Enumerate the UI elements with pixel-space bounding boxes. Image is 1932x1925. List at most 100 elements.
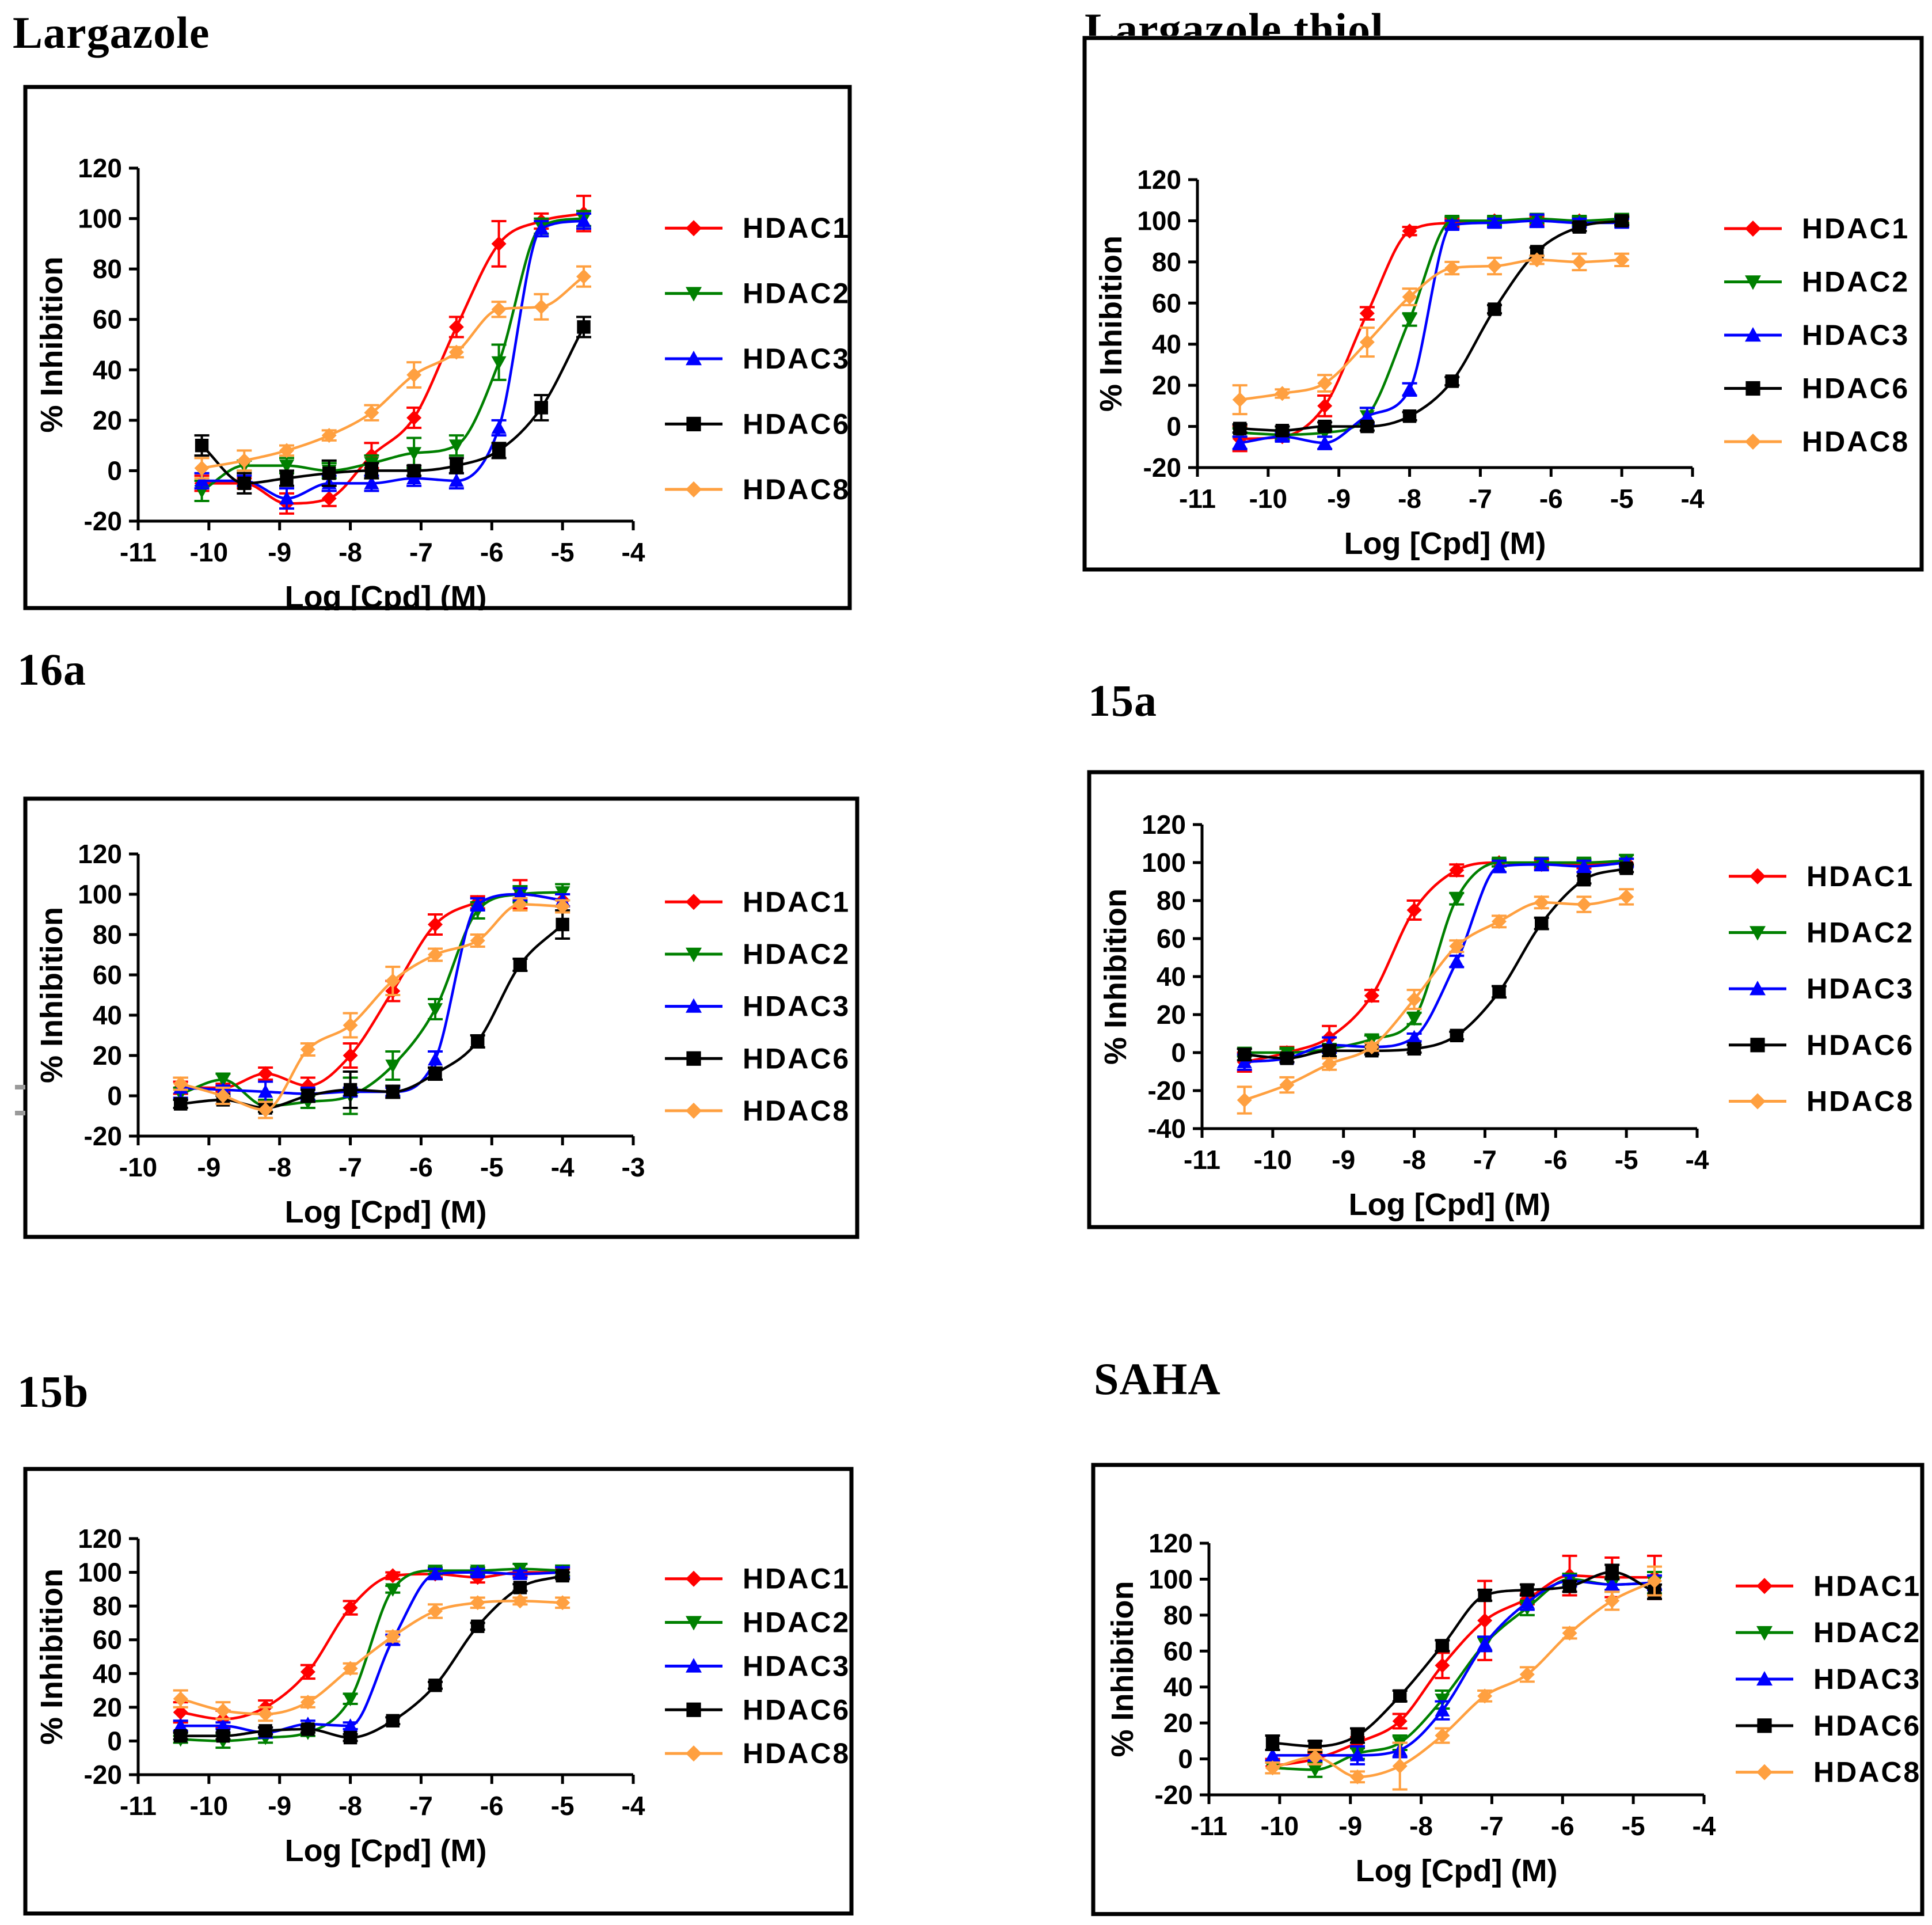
data-point-hdac8 <box>1576 897 1592 912</box>
y-tick-label: 120 <box>1148 1528 1193 1558</box>
x-axis-label: Log [Cpd] (M) <box>1356 1854 1558 1888</box>
series-hdac6 <box>1265 1563 1662 1753</box>
data-point-hdac2 <box>428 1003 443 1017</box>
x-tick-label: -9 <box>268 1791 291 1821</box>
data-point-hdac6 <box>534 401 548 415</box>
data-point-hdac8 <box>1275 386 1290 401</box>
legend-marker-hdac1 <box>686 1570 702 1587</box>
fit-curve <box>180 891 563 1107</box>
legend-marker-hdac8 <box>686 1745 702 1762</box>
y-tick-label: 120 <box>1142 810 1186 840</box>
data-point-hdac6 <box>513 958 527 972</box>
data-point-hdac6 <box>1265 1736 1280 1750</box>
axes: -11 -10 -9 -8 -7 -6 -5 -4 -20 0 20 40 60 80 100 120 Log … <box>1105 1528 1716 1888</box>
data-point-hdac3 <box>1402 382 1417 396</box>
fit-curve <box>1239 219 1622 445</box>
legend-label-hdac8: HDAC8 <box>743 1737 850 1770</box>
data-point-hdac8 <box>215 1703 231 1718</box>
data-point-hdac8 <box>1406 992 1422 1007</box>
legend-marker-hdac1 <box>686 220 702 237</box>
series-hdac3 <box>194 212 591 510</box>
data-point-hdac3 <box>470 897 485 910</box>
y-tick-label: 0 <box>1178 1744 1193 1774</box>
legend-marker-hdac6 <box>1757 1718 1772 1733</box>
panel-frame <box>1087 770 1925 1229</box>
legend-marker-hdac6 <box>686 416 701 432</box>
data-point-hdac3 <box>1576 859 1592 872</box>
legend-label-hdac8: HDAC8 <box>743 1095 850 1127</box>
fit-curve <box>201 326 585 485</box>
data-point-hdac8 <box>1317 375 1333 391</box>
legend-marker-hdac8 <box>1745 434 1761 450</box>
y-tick-label: 0 <box>1166 412 1181 442</box>
data-point-hdac8 <box>1265 1760 1280 1776</box>
data-point-hdac6 <box>1402 409 1417 423</box>
legend: HDAC1 HDAC2 HDAC3 HDAC6 HDAC8 <box>1724 212 1908 458</box>
data-point-hdac6 <box>577 320 591 334</box>
fit-curve <box>1272 1580 1655 1757</box>
fit-curve <box>180 903 563 1111</box>
fit-curve <box>180 1574 563 1739</box>
data-point-hdac1 <box>448 319 464 335</box>
data-point-hdac1 <box>1317 398 1333 413</box>
data-point-hdac8 <box>279 443 294 458</box>
x-tick-label: -10 <box>119 1152 157 1182</box>
panel-frame <box>23 85 852 610</box>
x-tick-label: -3 <box>622 1152 645 1182</box>
data-point-hdac3 <box>1435 1703 1450 1717</box>
legend-marker-hdac2 <box>1756 1626 1773 1641</box>
data-point-hdac8 <box>1359 335 1375 350</box>
data-point-hdac8 <box>534 299 549 314</box>
data-point-hdac8 <box>1307 1749 1323 1765</box>
data-point-hdac3 <box>1519 1595 1535 1609</box>
data-point-hdac8 <box>1604 1593 1620 1608</box>
data-point-hdac8 <box>300 1042 315 1057</box>
data-point-hdac1 <box>300 1664 315 1680</box>
x-tick-label: -9 <box>1327 484 1351 514</box>
fit-curve <box>1239 219 1622 441</box>
data-point-hdac8 <box>1492 914 1507 929</box>
data-point-hdac8 <box>1534 895 1549 910</box>
data-point-hdac3 <box>1265 1748 1280 1761</box>
y-axis-label: % Inhibition <box>1098 889 1133 1065</box>
y-tick-label: 120 <box>1137 165 1181 195</box>
data-point-hdac2 <box>406 447 422 461</box>
x-tick-label: -8 <box>268 1152 291 1182</box>
legend-marker-hdac6 <box>1745 381 1760 396</box>
data-point-hdac8 <box>512 897 528 912</box>
y-tick-label: 120 <box>78 1524 122 1554</box>
data-point-hdac6 <box>322 466 336 480</box>
x-tick-label: -8 <box>1398 484 1421 514</box>
axes: -11 -10 -9 -8 -7 -6 -5 -4 -40 -20 0 20 40 60 80 100 120 L… <box>1098 810 1709 1222</box>
data-point-hdac1 <box>321 491 337 506</box>
legend: HDAC1 HDAC2 HDAC3 HDAC6 HDAC8 <box>1736 1570 1919 1789</box>
x-tick-label: -5 <box>1610 484 1634 514</box>
data-point-hdac8 <box>555 1595 571 1611</box>
x-tick-label: -9 <box>268 537 291 567</box>
legend-label-hdac1: HDAC1 <box>743 1563 850 1595</box>
fit-curve <box>180 1571 563 1734</box>
data-point-hdac8 <box>173 1691 188 1707</box>
data-point-hdac6 <box>174 1097 188 1111</box>
data-point-hdac8 <box>1444 260 1460 276</box>
data-point-hdac8 <box>237 453 252 468</box>
panel-frame <box>23 1467 854 1916</box>
data-point-hdac6 <box>1322 1044 1336 1058</box>
data-point-hdac6 <box>258 1724 272 1738</box>
data-point-hdac6 <box>1492 985 1506 999</box>
legend-marker-hdac3 <box>1750 981 1766 996</box>
y-tick-label: 20 <box>93 1692 122 1722</box>
legend-marker-hdac8 <box>686 1102 702 1119</box>
data-point-hdac2 <box>1449 893 1465 906</box>
y-tick-label: 40 <box>1152 329 1181 359</box>
y-axis-label: % Inhibition <box>35 907 69 1083</box>
data-point-hdac6 <box>1572 220 1587 234</box>
data-point-hdac3 <box>406 470 422 484</box>
data-point-hdac6 <box>1577 873 1591 887</box>
data-point-hdac1 <box>406 410 422 426</box>
data-point-hdac6 <box>1450 1028 1463 1042</box>
data-point-hdac1 <box>491 236 507 252</box>
series-hdac8 <box>173 1593 571 1722</box>
data-point-hdac8 <box>1350 1769 1365 1784</box>
